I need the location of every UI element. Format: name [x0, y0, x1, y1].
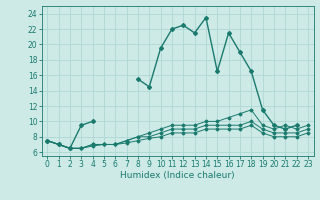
- X-axis label: Humidex (Indice chaleur): Humidex (Indice chaleur): [120, 171, 235, 180]
